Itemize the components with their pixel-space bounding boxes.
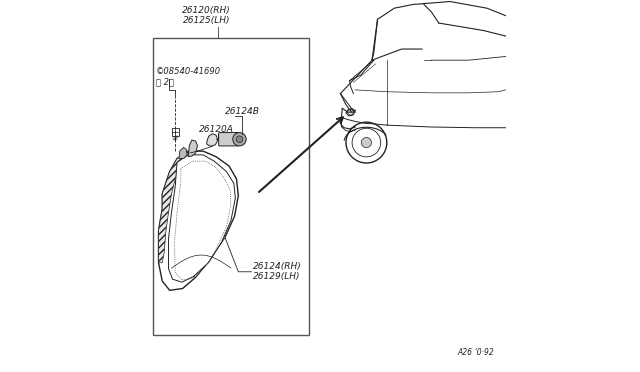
Circle shape (236, 136, 243, 142)
FancyBboxPatch shape (219, 132, 239, 146)
Bar (172, 128, 179, 136)
Circle shape (233, 132, 246, 146)
Circle shape (362, 138, 371, 148)
Polygon shape (192, 235, 225, 278)
Polygon shape (168, 155, 236, 282)
Bar (153, 38, 309, 335)
Text: A26 ‘0·92: A26 ‘0·92 (458, 348, 494, 357)
Polygon shape (207, 134, 218, 146)
Polygon shape (188, 140, 198, 157)
Polygon shape (346, 109, 354, 116)
Text: 26120A: 26120A (199, 125, 234, 134)
Polygon shape (179, 147, 187, 158)
Text: ©08540-41690
〈 2〉: ©08540-41690 〈 2〉 (156, 67, 221, 86)
Text: 26124(RH)
26129(LH): 26124(RH) 26129(LH) (253, 262, 302, 282)
Text: 26120(RH)
26125(LH): 26120(RH) 26125(LH) (182, 6, 231, 25)
Text: 26124B: 26124B (225, 107, 260, 116)
Polygon shape (159, 151, 188, 263)
